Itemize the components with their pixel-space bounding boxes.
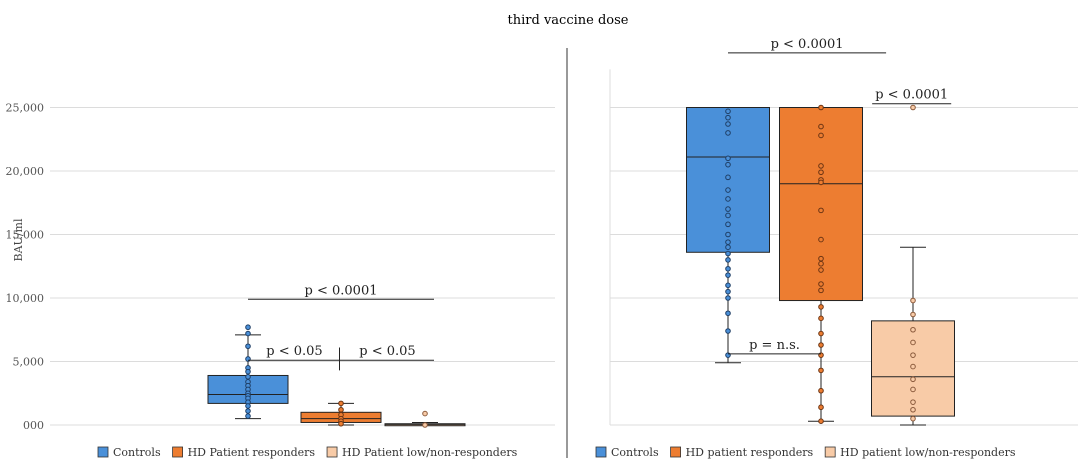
legend-swatch	[670, 446, 681, 458]
legend-entry: HD Patient responders	[188, 446, 316, 459]
data-point	[818, 267, 824, 273]
data-point	[725, 272, 731, 278]
y-tick-label: 10,000	[6, 292, 45, 305]
chart-title: third vaccine dose	[508, 13, 629, 28]
data-point	[338, 420, 344, 427]
data-point	[818, 281, 824, 287]
data-point	[725, 108, 731, 115]
data-point	[910, 406, 916, 413]
data-point	[725, 257, 731, 263]
right-panel: p < 0.0001 p < 0.0001 p = n.s. Controls HD p…	[595, 37, 1078, 459]
data-point	[910, 326, 916, 333]
legend-entry: Controls	[611, 446, 659, 459]
data-point	[338, 406, 344, 413]
legend-swatch	[326, 446, 338, 458]
data-point	[818, 123, 824, 130]
data-point	[818, 367, 824, 374]
data-point	[725, 206, 731, 212]
significance-label: p < 0.0001	[875, 88, 948, 103]
y-tick-label: 20,000	[6, 165, 45, 178]
data-point	[725, 310, 731, 317]
significance-label: p < 0.0001	[305, 283, 378, 298]
data-point	[910, 104, 916, 111]
data-point	[245, 324, 251, 331]
data-point	[422, 422, 428, 428]
legend-entry: HD Patient low/non-responders	[342, 446, 518, 459]
data-point	[725, 114, 731, 121]
data-point	[245, 373, 251, 380]
legend-entry: Controls	[113, 446, 161, 459]
data-point	[245, 403, 251, 409]
legend-swatch	[172, 446, 183, 458]
data-point	[245, 330, 251, 337]
data-point	[818, 315, 824, 322]
significance-label: p < 0.05	[359, 344, 415, 359]
data-point	[725, 239, 731, 245]
data-point	[818, 163, 824, 169]
data-point	[245, 343, 251, 350]
y-tick-label: 25,000	[6, 102, 45, 115]
data-point	[725, 187, 731, 193]
data-point	[818, 304, 824, 310]
data-point	[910, 339, 916, 346]
data-point	[910, 363, 916, 370]
y-tick-label: 15,000	[6, 229, 45, 242]
data-point	[725, 121, 731, 127]
legend-entry: HD patient low/non-responders	[840, 446, 1016, 459]
data-point	[818, 255, 824, 262]
legend-swatch	[824, 446, 836, 458]
data-point	[245, 413, 251, 419]
left-panel: 000 5,000 10,000 15,000 20,000 25,000 p < 0.00…	[6, 102, 555, 459]
data-point	[818, 169, 824, 176]
data-point	[725, 174, 731, 181]
data-point	[245, 368, 251, 375]
data-point	[818, 104, 824, 111]
data-point	[725, 155, 731, 162]
data-point	[910, 376, 916, 383]
legend-swatch	[97, 446, 109, 458]
data-point	[725, 231, 731, 238]
significance-label: p < 0.05	[266, 344, 322, 359]
data-point	[725, 328, 731, 334]
data-point	[818, 404, 824, 411]
data-point	[725, 130, 731, 136]
data-point	[910, 399, 916, 405]
data-point	[818, 260, 824, 267]
data-point	[725, 244, 731, 250]
data-point	[818, 207, 824, 214]
data-point	[910, 297, 916, 304]
data-point	[818, 179, 824, 186]
data-point	[818, 236, 824, 243]
data-point	[910, 311, 916, 318]
legend-entry: HD patient responders	[686, 446, 814, 459]
data-point	[818, 342, 824, 348]
data-point	[245, 408, 251, 414]
y-tick-label: 5,000	[13, 356, 45, 369]
data-point	[910, 415, 916, 422]
data-point	[725, 288, 731, 295]
legend-swatch	[595, 446, 607, 458]
data-point	[818, 287, 824, 294]
significance-label: p < 0.0001	[771, 37, 844, 52]
data-point	[422, 410, 428, 417]
data-point	[725, 265, 731, 272]
data-point	[818, 418, 824, 424]
data-point	[818, 330, 824, 337]
data-point	[725, 161, 731, 168]
data-point	[818, 132, 824, 139]
data-point	[338, 400, 344, 407]
data-point	[910, 352, 916, 358]
data-point	[725, 212, 731, 219]
data-point	[725, 196, 731, 202]
y-tick-label: 000	[23, 419, 44, 432]
data-point	[725, 250, 731, 257]
y-axis-label: BAU/ml	[12, 218, 25, 261]
significance-label: p = n.s.	[749, 338, 800, 353]
data-point	[725, 221, 731, 228]
data-point	[725, 295, 731, 301]
data-point	[910, 386, 916, 393]
data-point	[725, 282, 731, 289]
data-point	[818, 387, 824, 394]
